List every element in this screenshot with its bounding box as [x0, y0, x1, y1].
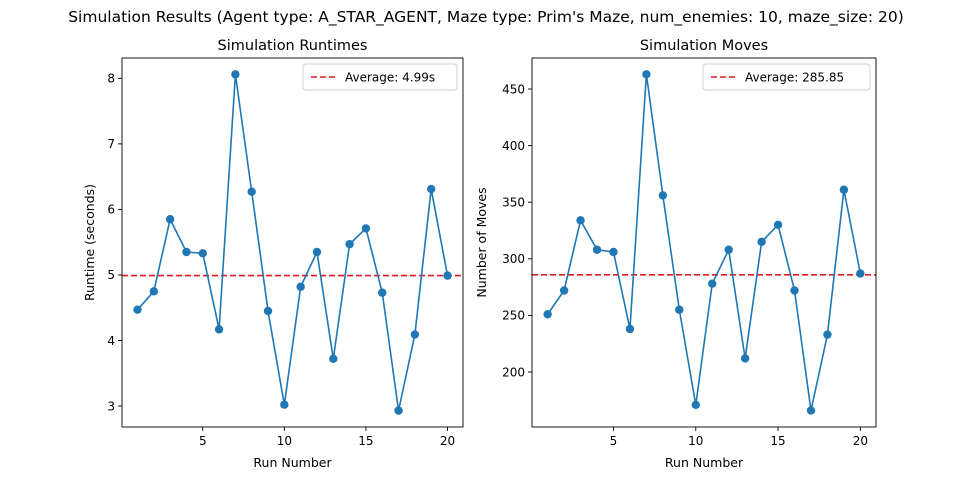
chart-2-data-point [823, 330, 832, 339]
chart-2-axes-frame [531, 57, 877, 428]
chart-2-legend-label: Average: 285.85 [745, 70, 844, 84]
chart-2-data-point [543, 310, 552, 319]
chart-2-ytick-label: 450 [502, 82, 525, 96]
chart-1-data-point [296, 282, 305, 291]
chart-1-ylabel: Runtime (seconds) [82, 184, 97, 301]
chart-2-ylabel: Number of Moves [474, 187, 489, 297]
chart-2-ytick-label: 300 [502, 252, 525, 266]
chart-1-data-point [198, 249, 207, 258]
chart-1-ytick-label: 4 [107, 334, 115, 348]
chart-2-xlabel: Run Number [665, 455, 744, 470]
chart-2-data-point [642, 70, 651, 79]
chart-1-data-point [312, 247, 322, 257]
chart-1-data-point [426, 184, 436, 194]
chart-2-data-point [691, 400, 700, 410]
chart-1-data-point [133, 305, 142, 314]
chart-2-data-point [839, 185, 849, 194]
chart-2-data-point [773, 220, 783, 230]
chart-2-ytick-label: 250 [502, 309, 525, 323]
chart-1-data-point [149, 287, 159, 296]
chart-2-data-point [740, 354, 750, 363]
chart-1-xtick-label: 10 [277, 434, 292, 448]
chart-1-data-point [182, 247, 191, 257]
chart-1-xtick-label: 15 [358, 434, 373, 448]
chart-1-data-point [345, 239, 354, 249]
chart-2-data-point [559, 286, 569, 295]
chart-1-data-point [394, 406, 403, 415]
chart-2-xtick-label: 10 [688, 434, 703, 448]
chart-1-data-point [165, 215, 175, 224]
chart-2-data-point [625, 324, 635, 334]
chart-1-data-point [247, 187, 256, 196]
chart-2-xtick-label: 5 [610, 434, 618, 448]
chart-1-ytick-label: 8 [107, 72, 115, 86]
chart-2-data-point [856, 269, 865, 278]
chart-1-ytick-label: 6 [107, 203, 115, 217]
chart-1-legend [302, 63, 458, 91]
chart-1-title: Simulation Runtimes [218, 38, 368, 54]
chart-1-xlabel: Run Number [253, 455, 332, 470]
chart-1: Simulation Runtimes 5 10 15 20 3 4 5 6 7 8 Run Numb… [82, 38, 464, 470]
chart-2-title: Simulation Moves [640, 38, 768, 54]
chart-2-data-point [708, 279, 717, 288]
chart-2-data-point [576, 216, 585, 225]
chart-1-plot-area [122, 58, 463, 427]
chart-1-axes-frame [121, 57, 464, 428]
chart-1-xtick-label: 20 [440, 434, 455, 448]
chart-2-plot-area [532, 58, 876, 427]
chart-2-data-point [790, 286, 799, 295]
chart-1-data-point [280, 400, 289, 409]
chart-1-data-point [443, 271, 452, 280]
chart-1-data-point [214, 325, 224, 334]
chart-1-data-point [263, 306, 273, 316]
chart-1-ytick-label: 3 [107, 399, 115, 413]
chart-2-data-point [609, 247, 618, 257]
chart-1-data-point [329, 354, 338, 364]
chart-2-ytick-label: 200 [502, 365, 525, 379]
chart-2-data-point [658, 191, 668, 200]
chart-1-ytick-label: 7 [107, 137, 115, 151]
chart-1-data-point [410, 330, 420, 339]
chart-1-data-point [378, 288, 387, 297]
chart-1-legend-label: Average: 4.99s [345, 70, 435, 84]
chart-2-data-point [757, 237, 766, 247]
figure-suptitle: Simulation Results (Agent type: A_STAR_A… [68, 8, 904, 27]
chart-2-xtick-label: 20 [853, 434, 868, 448]
chart-2-data-point [724, 245, 733, 254]
chart-2-xtick-label: 15 [770, 434, 785, 448]
chart-2-ytick-label: 400 [502, 139, 525, 153]
chart-1-ytick-label: 5 [107, 268, 115, 282]
chart-2-data-point [675, 305, 684, 314]
chart-1-data-point [231, 70, 240, 79]
chart-1-xtick-label: 5 [199, 434, 207, 448]
chart-2-legend [702, 63, 871, 91]
chart-1-data-point [361, 224, 371, 233]
chart-2-ytick-label: 350 [502, 196, 525, 210]
chart-2-data-point [806, 406, 816, 415]
chart-2-data-point [592, 245, 602, 254]
chart-2: Simulation Moves 5 10 15 20 200 250 300 350 400 45… [474, 38, 877, 470]
